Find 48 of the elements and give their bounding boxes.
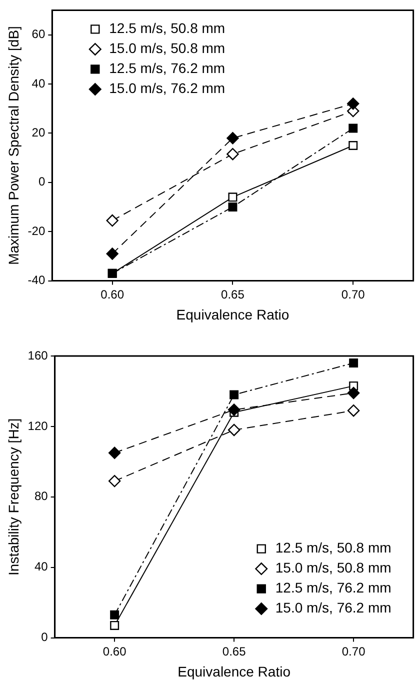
legend-label: 15.0 m/s, 76.2 mm <box>275 600 392 616</box>
legend-label: 12.5 m/s, 50.8 mm <box>109 20 226 36</box>
legend-label: 12.5 m/s, 76.2 mm <box>275 580 392 596</box>
point <box>228 192 238 202</box>
x-tick-label: 0.60 <box>102 644 127 658</box>
point <box>110 620 120 630</box>
point <box>226 148 239 160</box>
y-tick-label: 40 <box>32 76 46 90</box>
x-tick-label: 0.65 <box>221 287 245 302</box>
y-tick-label: 160 <box>28 348 48 362</box>
point <box>228 424 240 436</box>
point <box>226 132 239 144</box>
point <box>228 202 238 212</box>
point <box>106 214 118 227</box>
x-tick-label: 0.70 <box>341 287 366 302</box>
point <box>348 141 358 150</box>
y-tick-label: 60 <box>32 27 46 42</box>
legend-label: 12.5 m/s, 76.2 mm <box>109 60 226 76</box>
y-axis-title: Maximum Power Spectral Density [dB] <box>5 26 22 265</box>
legend-label: 15.0 m/s, 50.8 mm <box>275 560 392 576</box>
point <box>228 404 240 416</box>
point <box>230 390 239 400</box>
point <box>348 124 358 133</box>
y-axis-title: Instability Frequency [Hz] <box>5 418 22 576</box>
point <box>347 404 360 417</box>
y-tick-label: 40 <box>34 560 48 574</box>
legend-label: 15.0 m/s, 50.8 mm <box>109 40 226 56</box>
point <box>110 610 120 620</box>
y-tick-label: 0 <box>41 630 48 644</box>
y-tick-label: 0 <box>38 174 46 189</box>
point <box>347 386 360 400</box>
x-tick-label: 0.70 <box>342 644 366 658</box>
y-tick-label: 80 <box>34 489 48 504</box>
point <box>108 446 121 459</box>
y-tick-label: 20 <box>32 126 46 140</box>
y-tick-label: -40 <box>28 273 46 288</box>
legend-label: 12.5 m/s, 50.8 mm <box>275 540 392 556</box>
x-axis-title: Equivalence Ratio <box>178 663 291 680</box>
x-axis-title: Equivalence Ratio <box>176 306 290 322</box>
x-tick-label: 0.65 <box>222 644 246 658</box>
point <box>108 474 121 488</box>
point <box>106 248 118 260</box>
point <box>349 358 358 368</box>
y-tick-label: 120 <box>28 418 48 433</box>
y-tick-label: -20 <box>28 224 46 238</box>
legend-label: 15.0 m/s, 76.2 mm <box>109 80 226 96</box>
point <box>347 98 360 110</box>
x-tick-label: 0.60 <box>100 287 124 302</box>
